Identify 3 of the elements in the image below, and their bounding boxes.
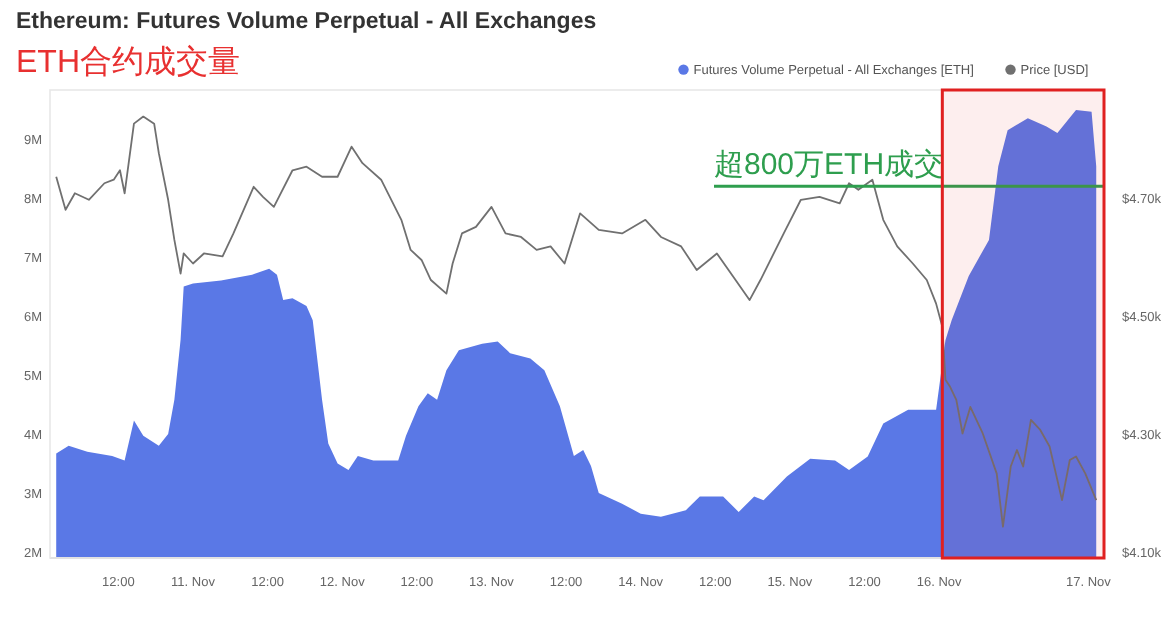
ref-line-label: 超800万ETH成交: [714, 148, 945, 183]
text: ETH合约成交量: [16, 44, 240, 80]
chart-title: Ethereum: Futures Volume Perpetual - All Exchanges: [16, 10, 597, 34]
